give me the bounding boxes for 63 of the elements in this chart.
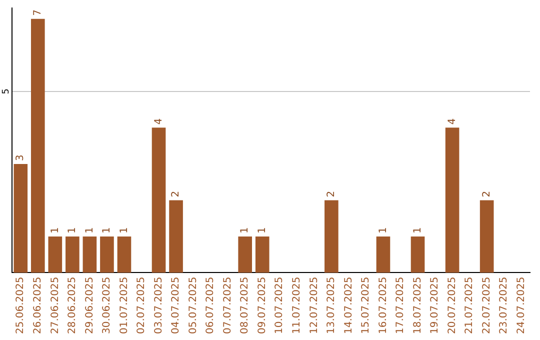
- x-tick-label: 14.07.2025: [343, 276, 354, 334]
- x-tick-label: 13.07.2025: [326, 276, 338, 334]
- data-label: 2: [481, 190, 492, 198]
- y-tick-label: 5: [1, 88, 12, 94]
- data-label: 1: [240, 227, 251, 234]
- x-tick-label: 26.06.2025: [32, 276, 44, 334]
- data-label: 1: [102, 227, 113, 234]
- x-tick-label: 02.07.2025: [136, 276, 148, 334]
- bar: [445, 128, 460, 273]
- x-tick-label: 11.07.2025: [291, 276, 302, 334]
- x-tick-label: 22.07.2025: [481, 276, 492, 334]
- x-tick-label: 06.07.2025: [205, 276, 216, 334]
- bar: [100, 236, 114, 273]
- data-label: 1: [256, 227, 268, 234]
- bar: [48, 236, 62, 273]
- bar: [30, 18, 45, 273]
- bar: [152, 128, 166, 273]
- bar: [66, 236, 80, 273]
- bar: [480, 200, 494, 273]
- bar: [255, 236, 270, 273]
- data-label: 1: [378, 227, 389, 234]
- bar: [410, 236, 425, 273]
- x-tick-label: 12.07.2025: [308, 276, 320, 334]
- x-tick-label: 16.07.2025: [378, 276, 389, 334]
- data-label: 7: [32, 10, 44, 16]
- x-tick-label: 27.06.2025: [50, 276, 61, 334]
- data-label: 2: [170, 190, 182, 198]
- bar: [82, 236, 97, 273]
- x-tick-label: 21.07.2025: [464, 276, 476, 334]
- x-tick-label: 05.07.2025: [188, 276, 199, 334]
- x-tick-label: 07.07.2025: [222, 276, 234, 334]
- x-tick-label: 08.07.2025: [240, 276, 251, 334]
- data-label: 1: [67, 227, 78, 234]
- data-label: 3: [15, 154, 26, 161]
- x-tick-label: 10.07.2025: [274, 276, 286, 334]
- x-tick-label: 28.06.2025: [67, 276, 78, 334]
- x-tick-label: 04.07.2025: [170, 276, 182, 334]
- bar: [117, 236, 132, 273]
- x-tick-label: 30.06.2025: [102, 276, 113, 334]
- data-label: 1: [412, 227, 424, 234]
- x-tick-label: 29.06.2025: [84, 276, 96, 334]
- x-tick-label: 09.07.2025: [256, 276, 268, 334]
- data-label: 4: [153, 118, 164, 125]
- x-tick-label: 25.06.2025: [15, 276, 26, 334]
- x-tick-label: 17.07.2025: [395, 276, 406, 334]
- x-tick-label: 15.07.2025: [360, 276, 372, 334]
- data-label: 1: [50, 227, 61, 234]
- x-tick-label: 24.07.2025: [516, 276, 527, 334]
- x-tick-label: 19.07.2025: [430, 276, 441, 334]
- bar: [238, 236, 252, 273]
- bar: [324, 200, 338, 273]
- bar: [169, 200, 183, 273]
- x-tick-label: 03.07.2025: [153, 276, 164, 334]
- x-tick-label: 18.07.2025: [412, 276, 424, 334]
- data-label: 1: [84, 227, 96, 234]
- bar: [376, 236, 390, 273]
- x-tick-label: 01.07.2025: [118, 276, 130, 334]
- x-tick-label: 23.07.2025: [498, 276, 510, 334]
- data-label: 2: [326, 190, 338, 198]
- x-tick-label: 20.07.2025: [446, 276, 458, 334]
- data-label: 1: [118, 227, 130, 234]
- bar: [14, 164, 28, 273]
- data-label: 4: [446, 118, 458, 125]
